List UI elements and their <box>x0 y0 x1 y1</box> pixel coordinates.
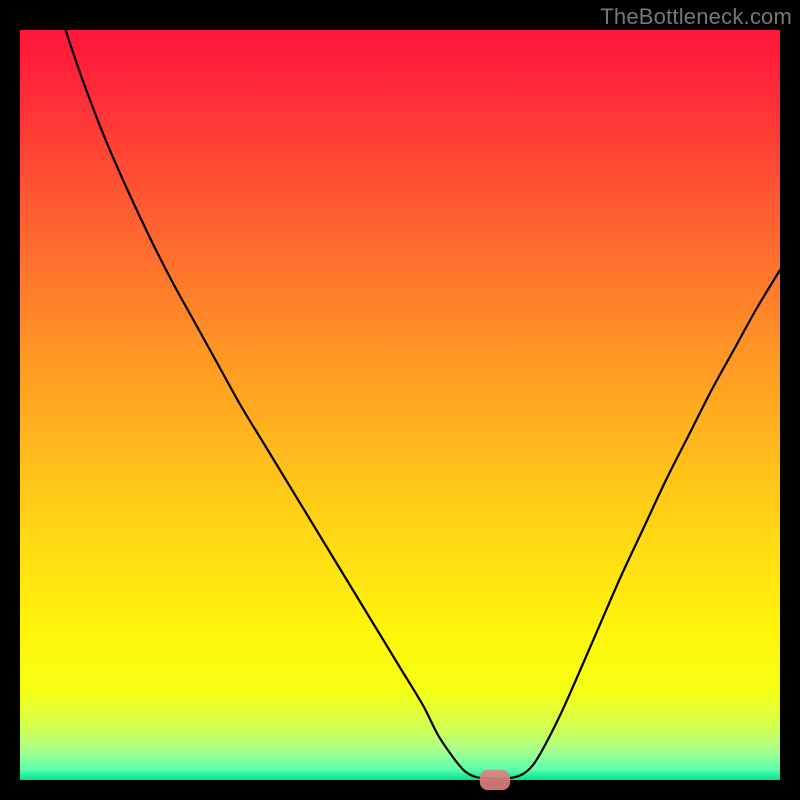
bottleneck-curve-chart <box>0 0 800 800</box>
optimal-point-marker <box>480 770 510 790</box>
plot-area <box>0 0 800 800</box>
chart-container: TheBottleneck.com <box>0 0 800 800</box>
